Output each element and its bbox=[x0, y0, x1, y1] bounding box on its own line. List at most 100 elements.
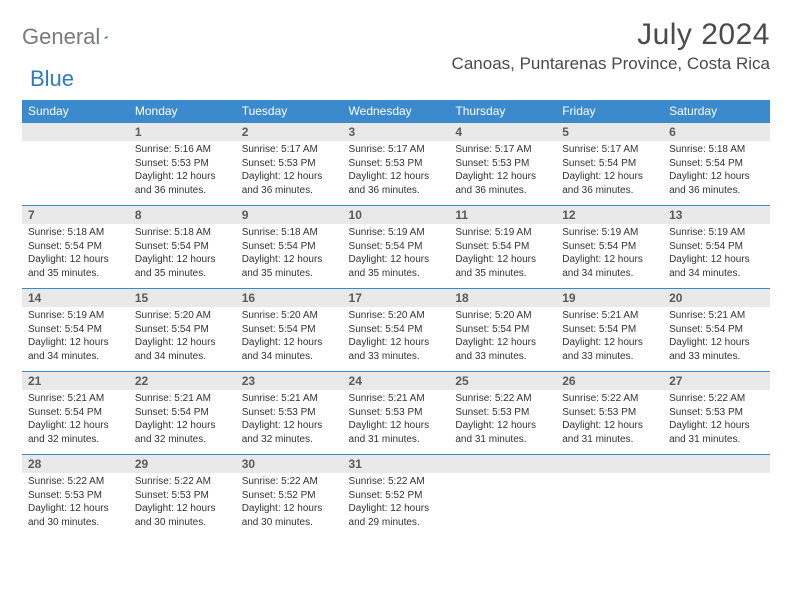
detail-line: Daylight: 12 hours bbox=[669, 336, 764, 350]
day-number bbox=[556, 455, 663, 474]
day-detail: Sunrise: 5:19 AMSunset: 5:54 PMDaylight:… bbox=[22, 307, 129, 372]
day-number: 23 bbox=[236, 372, 343, 391]
daynum-row: 21222324252627 bbox=[22, 372, 770, 391]
detail-line: and 35 minutes. bbox=[455, 267, 550, 281]
detail-line: Sunset: 5:53 PM bbox=[455, 406, 550, 420]
detail-line: Daylight: 12 hours bbox=[455, 336, 550, 350]
detail-line: Sunset: 5:54 PM bbox=[135, 240, 230, 254]
detail-line: and 33 minutes. bbox=[669, 350, 764, 364]
detail-line: Sunrise: 5:22 AM bbox=[669, 392, 764, 406]
detail-line: Daylight: 12 hours bbox=[455, 253, 550, 267]
day-number: 26 bbox=[556, 372, 663, 391]
day-number: 16 bbox=[236, 289, 343, 308]
day-detail: Sunrise: 5:18 AMSunset: 5:54 PMDaylight:… bbox=[129, 224, 236, 289]
detail-line: Daylight: 12 hours bbox=[562, 419, 657, 433]
day-number: 21 bbox=[22, 372, 129, 391]
detail-line: Sunrise: 5:17 AM bbox=[242, 143, 337, 157]
detail-line: Sunrise: 5:22 AM bbox=[242, 475, 337, 489]
detail-line: Daylight: 12 hours bbox=[669, 253, 764, 267]
detail-line: Sunrise: 5:20 AM bbox=[242, 309, 337, 323]
day-number: 17 bbox=[343, 289, 450, 308]
day-detail bbox=[556, 473, 663, 537]
day-detail: Sunrise: 5:20 AMSunset: 5:54 PMDaylight:… bbox=[129, 307, 236, 372]
detail-line: Daylight: 12 hours bbox=[135, 170, 230, 184]
day-number: 19 bbox=[556, 289, 663, 308]
detail-line: Daylight: 12 hours bbox=[135, 502, 230, 516]
detail-line: Sunrise: 5:20 AM bbox=[135, 309, 230, 323]
day-number: 22 bbox=[129, 372, 236, 391]
detail-line: Sunset: 5:53 PM bbox=[135, 157, 230, 171]
detail-line: Sunrise: 5:19 AM bbox=[562, 226, 657, 240]
detail-line: Daylight: 12 hours bbox=[242, 502, 337, 516]
detail-line: Daylight: 12 hours bbox=[349, 336, 444, 350]
detail-line: Sunrise: 5:21 AM bbox=[28, 392, 123, 406]
detail-line: and 35 minutes. bbox=[242, 267, 337, 281]
detail-line: Sunset: 5:54 PM bbox=[242, 240, 337, 254]
day-detail bbox=[22, 141, 129, 206]
day-number: 18 bbox=[449, 289, 556, 308]
detail-line: Sunrise: 5:18 AM bbox=[135, 226, 230, 240]
detail-line: and 31 minutes. bbox=[562, 433, 657, 447]
dow-row: Sunday Monday Tuesday Wednesday Thursday… bbox=[22, 100, 770, 123]
detail-line: Sunrise: 5:21 AM bbox=[349, 392, 444, 406]
detail-line: Sunset: 5:53 PM bbox=[562, 406, 657, 420]
detail-line: Sunrise: 5:22 AM bbox=[135, 475, 230, 489]
detail-line: Daylight: 12 hours bbox=[562, 170, 657, 184]
day-number: 1 bbox=[129, 123, 236, 142]
day-detail: Sunrise: 5:21 AMSunset: 5:54 PMDaylight:… bbox=[663, 307, 770, 372]
detail-line: Sunrise: 5:22 AM bbox=[562, 392, 657, 406]
detail-line: Daylight: 12 hours bbox=[562, 253, 657, 267]
detail-row: Sunrise: 5:16 AMSunset: 5:53 PMDaylight:… bbox=[22, 141, 770, 206]
detail-line: and 35 minutes. bbox=[135, 267, 230, 281]
detail-line: Sunset: 5:52 PM bbox=[349, 489, 444, 503]
day-number: 2 bbox=[236, 123, 343, 142]
detail-line: Daylight: 12 hours bbox=[669, 170, 764, 184]
detail-line: Daylight: 12 hours bbox=[349, 419, 444, 433]
daynum-row: 123456 bbox=[22, 123, 770, 142]
day-detail: Sunrise: 5:21 AMSunset: 5:53 PMDaylight:… bbox=[236, 390, 343, 455]
day-number: 30 bbox=[236, 455, 343, 474]
detail-line: Daylight: 12 hours bbox=[28, 253, 123, 267]
day-detail bbox=[449, 473, 556, 537]
detail-line: Sunset: 5:54 PM bbox=[242, 323, 337, 337]
detail-line: Sunrise: 5:20 AM bbox=[349, 309, 444, 323]
detail-line: Sunrise: 5:20 AM bbox=[455, 309, 550, 323]
detail-line: Daylight: 12 hours bbox=[455, 419, 550, 433]
day-number: 28 bbox=[22, 455, 129, 474]
detail-row: Sunrise: 5:22 AMSunset: 5:53 PMDaylight:… bbox=[22, 473, 770, 537]
detail-line: Sunset: 5:53 PM bbox=[455, 157, 550, 171]
detail-line: and 31 minutes. bbox=[669, 433, 764, 447]
day-number: 9 bbox=[236, 206, 343, 225]
detail-line: and 36 minutes. bbox=[455, 184, 550, 198]
day-number: 24 bbox=[343, 372, 450, 391]
detail-line: Sunset: 5:54 PM bbox=[135, 406, 230, 420]
dow-tuesday: Tuesday bbox=[236, 100, 343, 123]
day-detail: Sunrise: 5:17 AMSunset: 5:53 PMDaylight:… bbox=[343, 141, 450, 206]
day-detail: Sunrise: 5:22 AMSunset: 5:52 PMDaylight:… bbox=[343, 473, 450, 537]
day-number: 29 bbox=[129, 455, 236, 474]
detail-line: Daylight: 12 hours bbox=[669, 419, 764, 433]
detail-line: and 33 minutes. bbox=[349, 350, 444, 364]
detail-line: Daylight: 12 hours bbox=[242, 170, 337, 184]
location: Canoas, Puntarenas Province, Costa Rica bbox=[452, 54, 770, 74]
detail-line: Sunrise: 5:19 AM bbox=[28, 309, 123, 323]
day-detail: Sunrise: 5:17 AMSunset: 5:53 PMDaylight:… bbox=[236, 141, 343, 206]
day-number: 14 bbox=[22, 289, 129, 308]
day-detail bbox=[663, 473, 770, 537]
detail-line: Sunset: 5:54 PM bbox=[562, 323, 657, 337]
logo: General bbox=[22, 18, 128, 50]
day-number: 8 bbox=[129, 206, 236, 225]
detail-line: Sunrise: 5:21 AM bbox=[135, 392, 230, 406]
detail-line: Sunrise: 5:22 AM bbox=[455, 392, 550, 406]
detail-line: and 32 minutes. bbox=[28, 433, 123, 447]
detail-line: and 34 minutes. bbox=[28, 350, 123, 364]
detail-line: and 33 minutes. bbox=[455, 350, 550, 364]
month-title: July 2024 bbox=[452, 18, 770, 52]
detail-line: Daylight: 12 hours bbox=[349, 502, 444, 516]
day-detail: Sunrise: 5:18 AMSunset: 5:54 PMDaylight:… bbox=[236, 224, 343, 289]
detail-line: and 36 minutes. bbox=[562, 184, 657, 198]
detail-line: and 31 minutes. bbox=[455, 433, 550, 447]
detail-line: Sunrise: 5:18 AM bbox=[28, 226, 123, 240]
detail-line: Daylight: 12 hours bbox=[28, 419, 123, 433]
detail-line: Sunset: 5:54 PM bbox=[28, 323, 123, 337]
